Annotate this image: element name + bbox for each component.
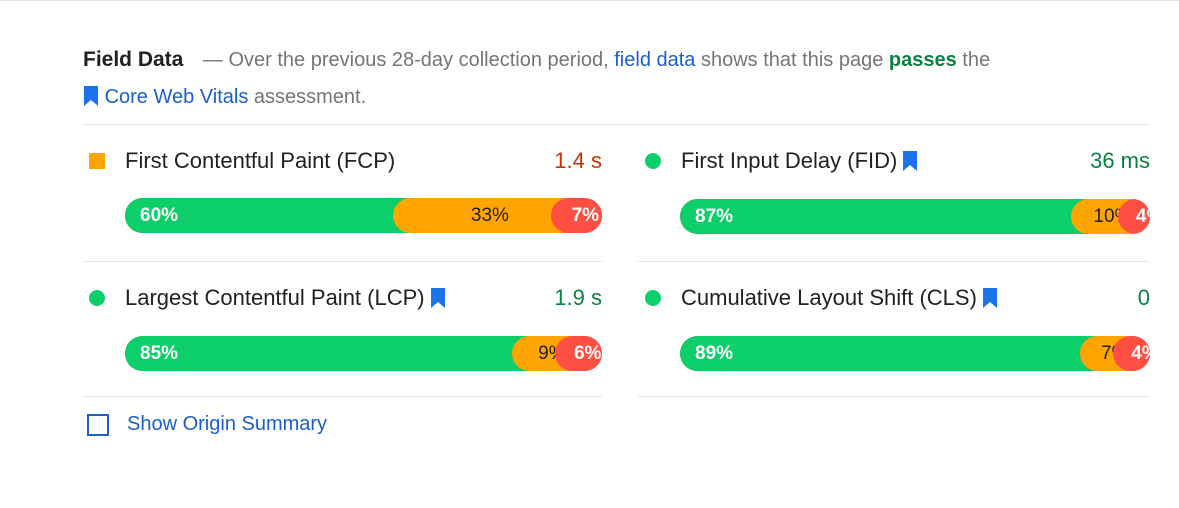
- right-middle-divider: [638, 261, 1150, 262]
- metric-lcp-label: Largest Contentful Paint (LCP): [125, 285, 425, 310]
- metric-fid-label: First Input Delay (FID): [681, 148, 898, 173]
- lcp-slow-segment: 6%: [555, 336, 602, 371]
- fid-distribution-bar: 87% 10% 4%: [680, 199, 1150, 234]
- left-middle-divider: [83, 261, 602, 262]
- cls-slow-segment: 4%: [1113, 336, 1150, 371]
- left-bottom-divider: [83, 396, 602, 397]
- metric-cls: Cumulative Layout Shift (CLS) 0: [645, 285, 1150, 370]
- metric-lcp-name: Largest Contentful Paint (LCP): [125, 285, 446, 314]
- cls-distribution-bar: 89% 7% 4%: [680, 336, 1150, 371]
- field-data-link[interactable]: field data: [614, 49, 696, 71]
- field-data-header: Field Data — Over the previous 28-day co…: [83, 41, 1083, 119]
- metric-cls-value: 0: [1137, 285, 1150, 310]
- metric-lcp: Largest Contentful Paint (LCP) 1.9 s: [89, 285, 602, 370]
- average-square-icon: [89, 153, 105, 169]
- lcp-fast-segment: 85%: [125, 336, 531, 371]
- fcp-fast-segment: 60%: [125, 198, 412, 233]
- field-data-title: Field Data: [83, 48, 184, 71]
- bookmark-icon: [430, 288, 446, 314]
- metric-cls-name: Cumulative Layout Shift (CLS): [681, 285, 998, 314]
- fast-circle-icon: [89, 290, 105, 306]
- metric-fcp-name: First Contentful Paint (FCP): [125, 148, 395, 174]
- header-the-text: the: [962, 49, 991, 71]
- fcp-distribution-bar: 60% 33% 7%: [125, 198, 602, 233]
- metric-cls-label: Cumulative Layout Shift (CLS): [681, 285, 977, 310]
- metric-fid: First Input Delay (FID) 36 ms: [645, 148, 1150, 233]
- checkbox-icon[interactable]: [87, 413, 109, 436]
- lcp-distribution-bar: 85% 9% 6%: [125, 336, 602, 371]
- fcp-average-segment: 33%: [393, 198, 569, 233]
- header-assessment-text: assessment.: [253, 86, 367, 108]
- metric-fid-name: First Input Delay (FID): [681, 148, 918, 177]
- fast-circle-icon: [645, 290, 661, 306]
- metrics-top-divider: [83, 124, 1150, 125]
- bookmark-icon: [83, 82, 99, 119]
- metric-fcp: First Contentful Paint (FCP) 1.4 s: [89, 148, 602, 233]
- top-divider: [0, 0, 1179, 1]
- metric-fid-value: 36 ms: [1090, 148, 1150, 173]
- bookmark-icon: [982, 288, 998, 314]
- right-bottom-divider: [638, 396, 1150, 397]
- show-origin-summary-toggle[interactable]: Show Origin Summary: [87, 413, 327, 436]
- passes-text: passes: [888, 49, 957, 71]
- metric-lcp-value: 1.9 s: [554, 285, 602, 310]
- bookmark-icon: [902, 151, 918, 177]
- header-shows-text: shows that this page: [700, 49, 884, 71]
- fid-slow-segment: 4%: [1117, 199, 1150, 234]
- header-dash-text: — Over the previous 28-day collection pe…: [202, 49, 609, 71]
- show-origin-summary-label: Show Origin Summary: [127, 413, 328, 435]
- metric-fcp-label: First Contentful Paint (FCP): [125, 148, 396, 173]
- metric-fcp-value: 1.4 s: [554, 148, 602, 173]
- core-web-vitals-link[interactable]: Core Web Vitals: [104, 86, 249, 108]
- fast-circle-icon: [645, 153, 661, 169]
- fcp-slow-segment: 7%: [550, 198, 602, 233]
- fid-fast-segment: 87%: [680, 199, 1089, 234]
- cls-fast-segment: 89%: [680, 336, 1099, 371]
